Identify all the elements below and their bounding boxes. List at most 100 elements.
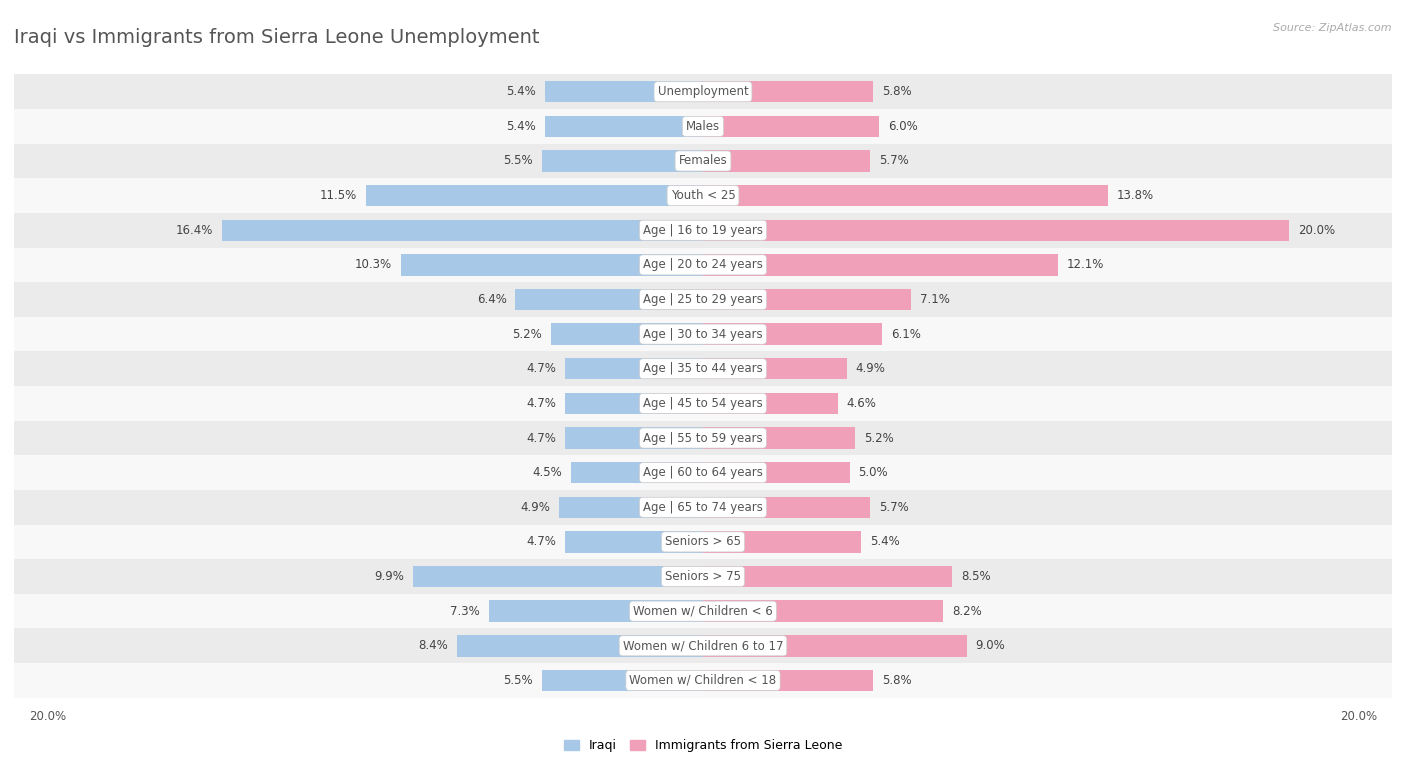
Bar: [489, 600, 703, 622]
Bar: [703, 150, 870, 172]
Text: 5.0%: 5.0%: [859, 466, 889, 479]
Bar: [703, 565, 952, 587]
Text: Women w/ Children 6 to 17: Women w/ Children 6 to 17: [623, 639, 783, 653]
Bar: [703, 600, 943, 622]
Text: 9.9%: 9.9%: [374, 570, 404, 583]
Text: 16.4%: 16.4%: [176, 224, 214, 237]
Text: Unemployment: Unemployment: [658, 86, 748, 98]
Text: Age | 25 to 29 years: Age | 25 to 29 years: [643, 293, 763, 306]
Text: 7.3%: 7.3%: [450, 605, 481, 618]
Text: 4.6%: 4.6%: [846, 397, 876, 410]
Text: 5.7%: 5.7%: [879, 501, 908, 514]
Text: 5.7%: 5.7%: [879, 154, 908, 167]
Text: 8.2%: 8.2%: [952, 605, 981, 618]
Bar: [541, 150, 703, 172]
Text: 9.0%: 9.0%: [976, 639, 1005, 653]
Text: 8.4%: 8.4%: [418, 639, 449, 653]
Bar: [703, 81, 873, 102]
Bar: [565, 427, 703, 449]
Bar: [565, 531, 703, 553]
Bar: [0, 490, 1406, 525]
Text: Age | 30 to 34 years: Age | 30 to 34 years: [643, 328, 763, 341]
Bar: [0, 74, 1406, 109]
Bar: [0, 421, 1406, 455]
Text: 13.8%: 13.8%: [1116, 189, 1153, 202]
Text: 5.4%: 5.4%: [506, 120, 536, 133]
Bar: [0, 351, 1406, 386]
Text: 6.1%: 6.1%: [890, 328, 921, 341]
Bar: [413, 565, 703, 587]
Text: Age | 65 to 74 years: Age | 65 to 74 years: [643, 501, 763, 514]
Text: 20.0%: 20.0%: [1298, 224, 1336, 237]
Bar: [703, 220, 1289, 241]
Text: 8.5%: 8.5%: [960, 570, 991, 583]
Text: 5.8%: 5.8%: [882, 86, 911, 98]
Bar: [703, 462, 849, 484]
Text: Age | 45 to 54 years: Age | 45 to 54 years: [643, 397, 763, 410]
Bar: [703, 635, 967, 656]
Text: 4.9%: 4.9%: [520, 501, 551, 514]
Text: 11.5%: 11.5%: [319, 189, 357, 202]
Text: 4.5%: 4.5%: [533, 466, 562, 479]
Bar: [0, 593, 1406, 628]
Text: 5.2%: 5.2%: [512, 328, 541, 341]
Text: 4.7%: 4.7%: [526, 535, 557, 548]
Bar: [560, 497, 703, 518]
Legend: Iraqi, Immigrants from Sierra Leone: Iraqi, Immigrants from Sierra Leone: [560, 734, 846, 757]
Text: Females: Females: [679, 154, 727, 167]
Bar: [703, 393, 838, 414]
Bar: [457, 635, 703, 656]
Bar: [222, 220, 703, 241]
Bar: [0, 317, 1406, 351]
Text: 5.8%: 5.8%: [882, 674, 911, 687]
Text: 6.0%: 6.0%: [887, 120, 918, 133]
Text: 20.0%: 20.0%: [1340, 710, 1378, 723]
Text: 5.5%: 5.5%: [503, 154, 533, 167]
Bar: [703, 531, 862, 553]
Text: Age | 20 to 24 years: Age | 20 to 24 years: [643, 258, 763, 271]
Text: 6.4%: 6.4%: [477, 293, 506, 306]
Bar: [544, 116, 703, 137]
Bar: [565, 358, 703, 379]
Bar: [703, 288, 911, 310]
Text: 5.2%: 5.2%: [865, 431, 894, 444]
Bar: [703, 358, 846, 379]
Text: 5.5%: 5.5%: [503, 674, 533, 687]
Text: Seniors > 65: Seniors > 65: [665, 535, 741, 548]
Text: 4.9%: 4.9%: [855, 363, 886, 375]
Bar: [703, 497, 870, 518]
Text: 7.1%: 7.1%: [920, 293, 950, 306]
Bar: [366, 185, 703, 207]
Text: Youth < 25: Youth < 25: [671, 189, 735, 202]
Bar: [565, 393, 703, 414]
Text: 20.0%: 20.0%: [28, 710, 66, 723]
Text: 4.7%: 4.7%: [526, 397, 557, 410]
Bar: [0, 282, 1406, 317]
Bar: [541, 670, 703, 691]
Bar: [0, 213, 1406, 248]
Bar: [0, 248, 1406, 282]
Text: Age | 16 to 19 years: Age | 16 to 19 years: [643, 224, 763, 237]
Bar: [703, 670, 873, 691]
Bar: [544, 81, 703, 102]
Bar: [0, 179, 1406, 213]
Bar: [703, 185, 1108, 207]
Bar: [0, 628, 1406, 663]
Bar: [703, 116, 879, 137]
Text: Women w/ Children < 18: Women w/ Children < 18: [630, 674, 776, 687]
Text: Age | 60 to 64 years: Age | 60 to 64 years: [643, 466, 763, 479]
Text: 10.3%: 10.3%: [356, 258, 392, 271]
Bar: [0, 559, 1406, 593]
Text: Source: ZipAtlas.com: Source: ZipAtlas.com: [1274, 23, 1392, 33]
Text: Iraqi vs Immigrants from Sierra Leone Unemployment: Iraqi vs Immigrants from Sierra Leone Un…: [14, 28, 540, 47]
Text: 4.7%: 4.7%: [526, 431, 557, 444]
Text: Males: Males: [686, 120, 720, 133]
Bar: [571, 462, 703, 484]
Bar: [0, 663, 1406, 698]
Bar: [703, 254, 1057, 276]
Text: 4.7%: 4.7%: [526, 363, 557, 375]
Text: 5.4%: 5.4%: [870, 535, 900, 548]
Text: Seniors > 75: Seniors > 75: [665, 570, 741, 583]
Bar: [703, 427, 855, 449]
Text: 5.4%: 5.4%: [506, 86, 536, 98]
